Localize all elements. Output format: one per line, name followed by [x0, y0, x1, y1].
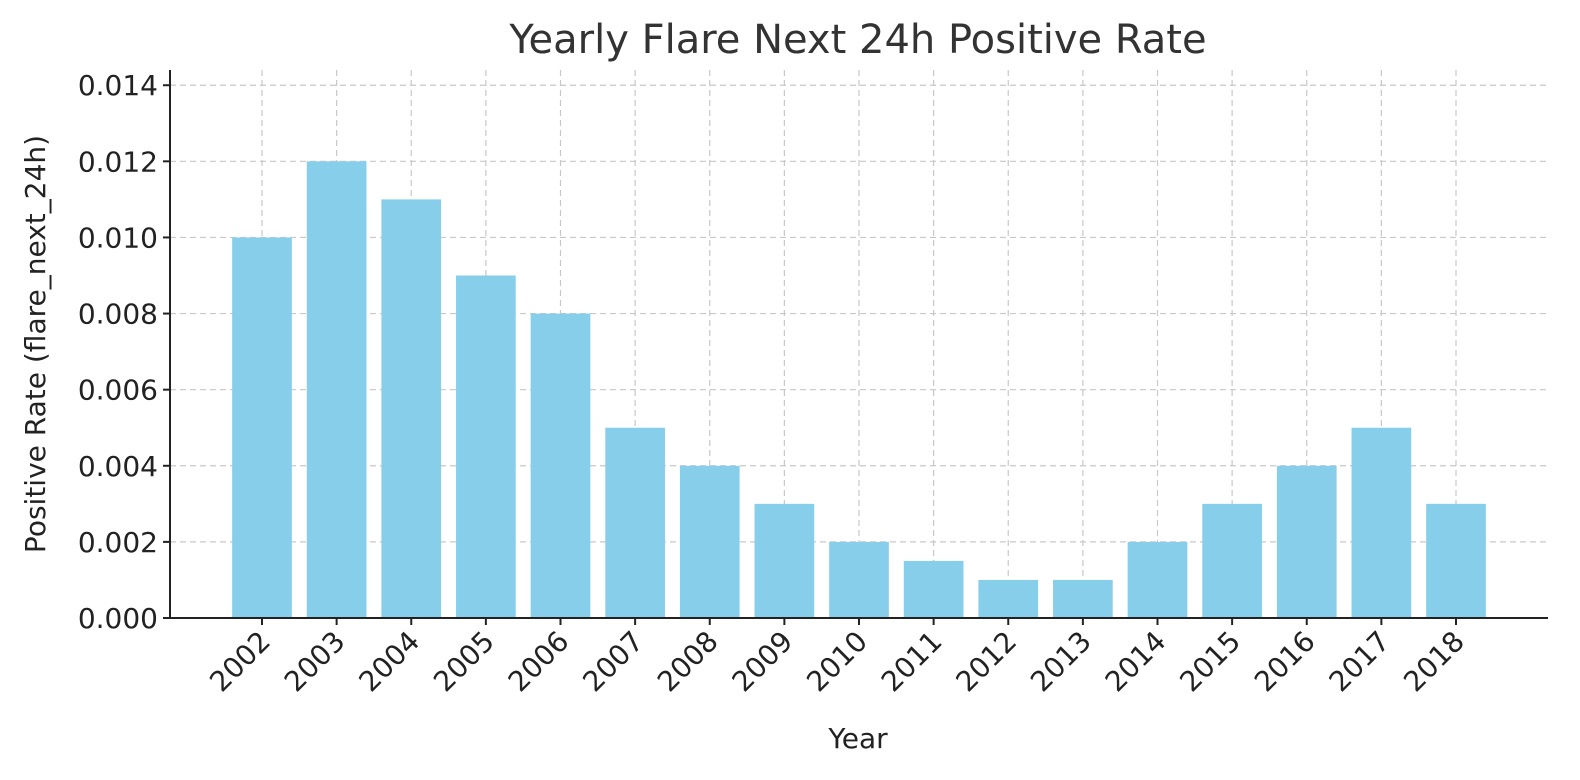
y-tick-label: 0.014 [78, 69, 158, 102]
y-tick-label: 0.010 [78, 221, 158, 254]
x-axis-label: Year [827, 722, 888, 755]
bar-2013 [1053, 579, 1113, 618]
bar-2010 [829, 541, 889, 618]
bar-2009 [754, 503, 815, 618]
y-tick-label: 0.000 [78, 602, 158, 635]
bar-2016 [1276, 465, 1337, 618]
bars [232, 161, 1486, 619]
y-tick-label: 0.002 [78, 526, 158, 559]
bar-2002 [232, 237, 292, 618]
bar-2018 [1426, 503, 1486, 618]
bar-2014 [1127, 541, 1188, 618]
y-axis-label: Positive Rate (flare_next_24h) [19, 135, 52, 553]
bar-2012 [978, 579, 1039, 618]
bar-2003 [306, 161, 367, 619]
bar-2005 [456, 275, 516, 618]
bar-2004 [381, 199, 442, 618]
bar-2011 [903, 560, 964, 618]
y-axis-ticks: 0.000 0.002 0.004 0.006 0.008 0.010 0.012 0.014 [78, 69, 170, 635]
bar-2008 [679, 465, 740, 618]
bar-2015 [1202, 503, 1262, 618]
y-tick-label: 0.006 [78, 374, 158, 407]
y-tick-label: 0.012 [78, 145, 158, 178]
bar-2017 [1351, 427, 1412, 618]
bar-2006 [530, 313, 591, 618]
bar-2007 [605, 427, 665, 618]
y-tick-label: 0.004 [78, 450, 158, 483]
y-tick-label: 0.008 [78, 298, 158, 331]
chart-title: Yearly Flare Next 24h Positive Rate [508, 17, 1206, 63]
